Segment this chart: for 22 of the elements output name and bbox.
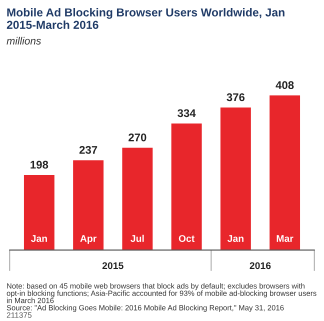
bar	[171, 123, 202, 250]
bar	[270, 95, 300, 250]
x-tick-label: Mar	[276, 235, 294, 242]
data-label: 334	[178, 109, 196, 118]
x-tick-label: Apr	[80, 235, 97, 244]
bar	[220, 108, 251, 250]
text: 2015	[102, 262, 124, 270]
text: 2016	[250, 262, 271, 270]
data-label: 270	[128, 133, 146, 142]
data-label: 198	[30, 160, 48, 169]
bar	[24, 175, 54, 250]
bar	[73, 160, 104, 250]
chart-subtitle: millions	[6, 36, 41, 45]
data-label: 376	[226, 93, 245, 102]
data-label: 408	[276, 81, 294, 90]
x-tick-label: Jul	[130, 234, 144, 242]
x-tick-label: Jan	[227, 235, 244, 242]
bar	[122, 148, 153, 250]
data-label: 237	[79, 146, 98, 154]
x-tick-label: Jan	[30, 235, 47, 242]
chart-title: Mobile Ad Blocking Browser Users Worldwide, Jan 2015-March 2016	[6, 8, 284, 29]
x-tick-label: Oct	[178, 235, 195, 242]
